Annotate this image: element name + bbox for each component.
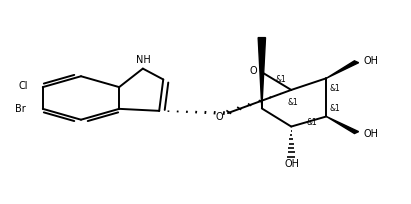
Text: OH: OH (284, 159, 300, 169)
Polygon shape (326, 61, 359, 78)
Text: OH: OH (364, 129, 379, 139)
Text: Cl: Cl (18, 81, 28, 91)
Text: &1: &1 (329, 84, 340, 93)
Text: &1: &1 (276, 75, 286, 84)
Text: NH: NH (136, 55, 151, 65)
Polygon shape (258, 38, 266, 109)
Text: O: O (215, 112, 223, 122)
Polygon shape (326, 116, 359, 134)
Text: &1: &1 (307, 118, 317, 127)
Text: &1: &1 (287, 98, 298, 107)
Text: O: O (249, 66, 256, 76)
Text: &1: &1 (329, 104, 340, 113)
Text: Br: Br (15, 104, 26, 114)
Text: OH: OH (364, 56, 379, 66)
